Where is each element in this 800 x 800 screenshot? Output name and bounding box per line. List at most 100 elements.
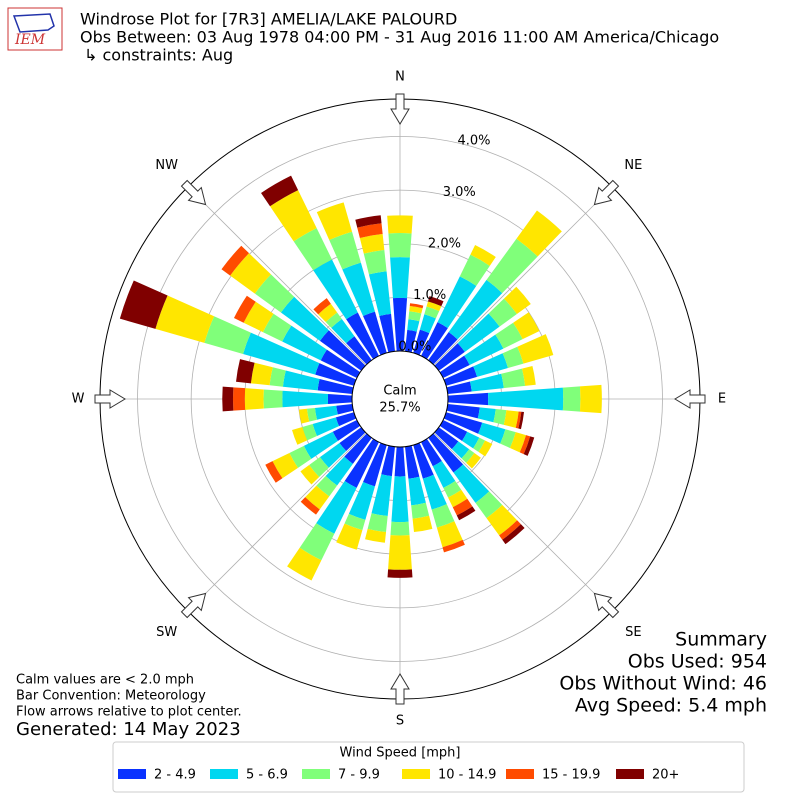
bar-segment xyxy=(254,274,295,313)
flow-arrow xyxy=(593,179,620,206)
bar-segment xyxy=(367,513,388,533)
bar-segment xyxy=(457,313,500,352)
bar-segment xyxy=(263,389,283,409)
legend-title: Wind Speed [mph] xyxy=(340,746,461,761)
bar-segment xyxy=(314,405,338,420)
bar-segment xyxy=(412,515,433,533)
r-tick-label: 2.0% xyxy=(428,237,461,252)
bar-segment xyxy=(519,435,531,455)
compass-label: S xyxy=(396,714,404,729)
compass-label: NE xyxy=(624,158,642,173)
bar-segment xyxy=(437,276,477,329)
bar-segment xyxy=(475,491,503,519)
bar-segment xyxy=(439,355,470,378)
bar-segment xyxy=(443,412,483,434)
bar-segment xyxy=(371,474,392,517)
bar-segment xyxy=(282,325,327,361)
bar-segment xyxy=(428,331,458,365)
subtitle: Obs Between: 03 Aug 1978 04:00 PM - 31 A… xyxy=(80,28,719,47)
bar-segment xyxy=(436,521,463,548)
bar-segment xyxy=(390,521,410,536)
bar-segment xyxy=(448,489,468,508)
bar-segment xyxy=(391,476,409,523)
bar-segment xyxy=(443,481,462,498)
bar-segment xyxy=(452,498,473,516)
flow-arrow xyxy=(674,389,706,409)
compass-label: SE xyxy=(625,625,641,640)
bar-segment xyxy=(119,280,168,329)
bar-segment xyxy=(222,386,234,412)
bar-segment xyxy=(309,457,329,478)
bar-segment xyxy=(459,254,490,286)
flow-arrow xyxy=(180,592,207,619)
title: Windrose Plot for [7R3] AMELIA/LAKE PALO… xyxy=(80,10,457,29)
bar-segment xyxy=(516,210,562,257)
bar-segment xyxy=(515,411,522,429)
flow-arrow xyxy=(593,592,620,619)
bar-segment xyxy=(236,359,255,384)
bar-segment xyxy=(477,407,496,423)
bar-segment xyxy=(317,378,354,394)
compass-label: E xyxy=(718,392,726,407)
bar-segment xyxy=(388,535,412,570)
bar-segment xyxy=(261,175,299,207)
legend-label: 5 - 6.9 xyxy=(246,768,288,783)
r-tick-label: 0.0% xyxy=(398,340,431,355)
grid-ring xyxy=(190,189,610,609)
bar-segment xyxy=(262,313,292,342)
flow-arrow xyxy=(390,673,410,705)
bar-segment xyxy=(462,431,480,449)
logo-map xyxy=(12,13,55,33)
bars xyxy=(119,175,602,581)
flow-arrow xyxy=(180,179,207,206)
note: Flow arrows relative to plot center. xyxy=(16,705,242,720)
bar-segment xyxy=(424,306,440,319)
logo: IEM xyxy=(7,7,63,51)
bar-segment xyxy=(517,334,554,364)
flow-arrow xyxy=(94,389,126,409)
bar-segment xyxy=(232,387,246,411)
bar-segment xyxy=(421,322,448,360)
bar-segment xyxy=(319,442,347,468)
bar-segment xyxy=(443,366,478,386)
bar-segment xyxy=(233,295,256,323)
bar-segment xyxy=(243,332,320,375)
bar-segment xyxy=(413,329,430,356)
legend-swatch xyxy=(402,769,430,779)
bar-segment xyxy=(282,370,320,391)
bar-segment xyxy=(292,427,308,445)
bar-segment xyxy=(325,312,342,328)
bar-segment xyxy=(432,461,456,488)
bar-segment xyxy=(221,245,249,276)
bar-segment xyxy=(405,329,417,353)
legend-swatch xyxy=(210,769,238,779)
summary-line: Obs Used: 954 xyxy=(628,651,767,673)
bar-segment xyxy=(486,504,518,536)
bar-segment xyxy=(426,301,442,312)
bar-segment xyxy=(346,336,372,365)
bar-segment xyxy=(344,438,379,488)
bar-segment xyxy=(318,303,338,323)
bar-segment xyxy=(204,316,251,354)
bar-segment xyxy=(332,420,361,441)
constraints: ↳ constraints: Aug xyxy=(84,46,233,65)
bar-segment xyxy=(421,438,442,467)
note: Calm values are < 2.0 mph xyxy=(16,673,194,688)
summary-line: Avg Speed: 5.4 mph xyxy=(575,695,767,717)
bar-segment xyxy=(363,442,387,487)
bar-segment xyxy=(488,298,517,327)
legend-label: 20+ xyxy=(652,768,679,783)
bar-segment xyxy=(270,190,317,242)
bar-segment xyxy=(282,390,329,408)
bar-segment xyxy=(409,305,423,314)
logo-text: IEM xyxy=(14,32,46,48)
bar-segment xyxy=(408,311,422,322)
bar-segment xyxy=(359,233,385,254)
bar-segment xyxy=(379,313,395,353)
bar-segment xyxy=(562,386,581,412)
bar-segment xyxy=(344,433,372,464)
calm-value: 25.7% xyxy=(379,401,420,416)
bar-segment xyxy=(390,257,410,299)
bar-segment xyxy=(335,412,357,427)
